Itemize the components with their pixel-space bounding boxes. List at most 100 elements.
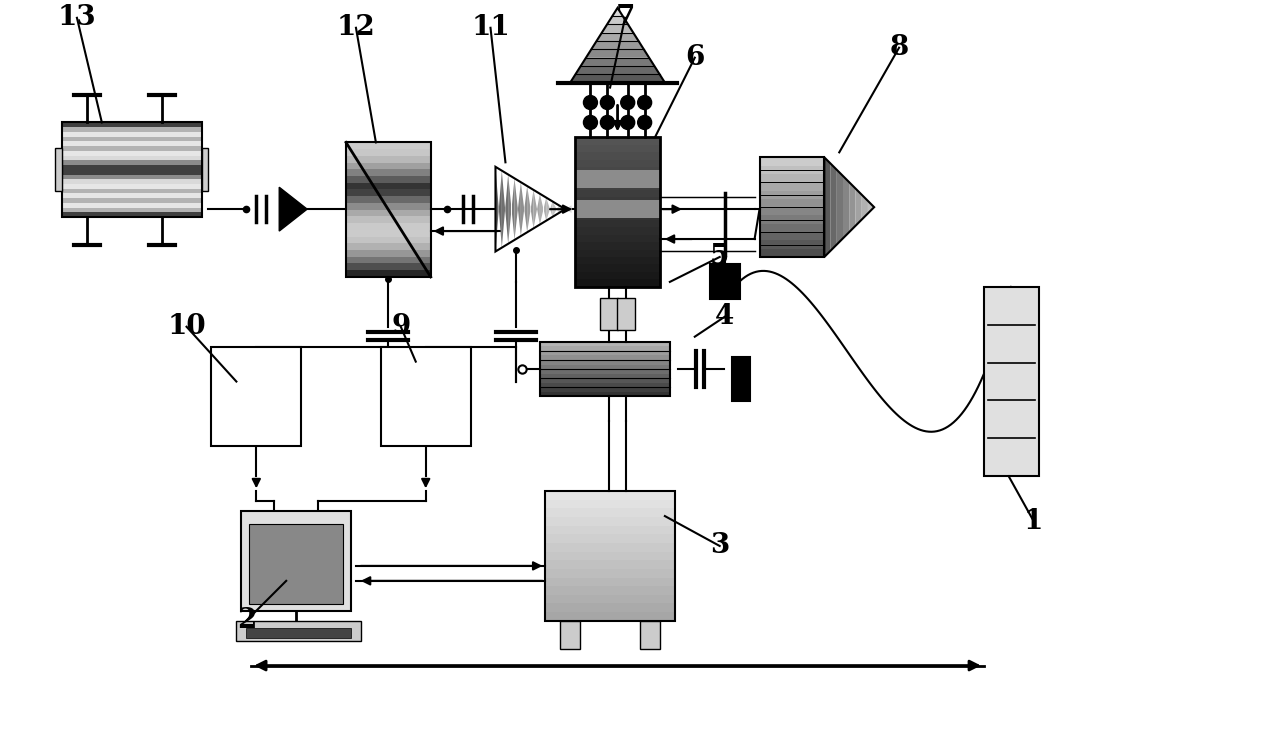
Bar [540, 364, 670, 369]
Text: 5: 5 [711, 244, 729, 271]
Bar [575, 227, 660, 235]
Text: 12: 12 [337, 14, 375, 41]
Polygon shape [575, 66, 660, 74]
Bar [575, 138, 660, 145]
Bar [62, 174, 202, 180]
Bar [346, 163, 430, 169]
Bar [346, 236, 430, 244]
Bar [545, 560, 675, 569]
Bar [236, 620, 361, 640]
Bar [575, 205, 660, 212]
Bar [62, 188, 202, 194]
Bar [575, 167, 660, 174]
Bar [575, 174, 660, 183]
Bar [62, 198, 202, 203]
Polygon shape [515, 178, 521, 240]
Bar [575, 250, 660, 257]
Bar [540, 369, 670, 374]
Bar [212, 347, 302, 446]
Bar [575, 212, 660, 219]
Bar [346, 250, 430, 257]
Bar [346, 270, 430, 277]
Circle shape [601, 96, 615, 110]
Bar [640, 620, 660, 648]
Bar [545, 604, 675, 612]
Text: 11: 11 [471, 14, 510, 41]
Bar [62, 160, 202, 165]
Bar [575, 138, 660, 287]
Polygon shape [570, 74, 665, 82]
Bar [62, 151, 202, 155]
Bar [575, 257, 660, 264]
Bar [575, 272, 660, 280]
Bar [62, 213, 202, 217]
Bar [62, 155, 202, 160]
Bar [346, 216, 430, 223]
Polygon shape [849, 183, 856, 232]
Polygon shape [592, 41, 644, 49]
Bar [540, 378, 670, 383]
Bar [202, 149, 208, 191]
Bar [62, 184, 202, 188]
Polygon shape [862, 195, 868, 219]
Bar [540, 383, 670, 387]
Bar [575, 190, 660, 197]
Text: 13: 13 [58, 4, 96, 32]
Bar [760, 216, 824, 224]
Bar [575, 152, 660, 160]
Bar [760, 199, 824, 207]
Polygon shape [586, 49, 649, 57]
Circle shape [637, 116, 651, 130]
Bar [545, 491, 675, 620]
Bar [62, 146, 202, 151]
Bar [545, 569, 675, 578]
Bar [540, 374, 670, 378]
Bar [62, 165, 202, 170]
Bar [540, 355, 670, 360]
Polygon shape [279, 187, 307, 231]
Bar [575, 280, 660, 287]
Bar [760, 166, 824, 174]
Bar [545, 586, 675, 595]
Bar [617, 298, 635, 330]
Bar [575, 200, 660, 218]
Text: 10: 10 [168, 314, 206, 340]
Bar [62, 141, 202, 146]
Circle shape [583, 116, 597, 130]
Bar [575, 145, 660, 152]
Polygon shape [528, 186, 534, 233]
Circle shape [621, 96, 635, 110]
Polygon shape [502, 171, 509, 247]
Bar [250, 524, 343, 604]
Polygon shape [565, 205, 572, 213]
Polygon shape [830, 163, 837, 251]
Bar [545, 500, 675, 509]
Bar [545, 595, 675, 604]
Bar [575, 235, 660, 242]
Bar [540, 342, 670, 397]
Circle shape [601, 116, 615, 130]
Polygon shape [546, 197, 553, 221]
Circle shape [637, 96, 651, 110]
Bar [575, 183, 660, 190]
Bar [346, 263, 430, 270]
Polygon shape [868, 201, 875, 213]
Circle shape [621, 116, 635, 130]
Bar [760, 174, 824, 183]
Text: 8: 8 [890, 34, 909, 61]
Bar [346, 156, 430, 163]
Bar [575, 160, 660, 167]
Bar [984, 287, 1039, 476]
Text: 6: 6 [685, 44, 704, 71]
Polygon shape [612, 8, 623, 16]
Bar [62, 208, 202, 213]
Polygon shape [553, 202, 559, 217]
Bar [56, 149, 62, 191]
Text: 9: 9 [391, 314, 410, 340]
Bar [540, 342, 670, 346]
Polygon shape [843, 176, 849, 238]
Bar [760, 232, 824, 241]
Bar [760, 158, 824, 166]
Bar [246, 628, 351, 637]
Polygon shape [607, 16, 628, 24]
